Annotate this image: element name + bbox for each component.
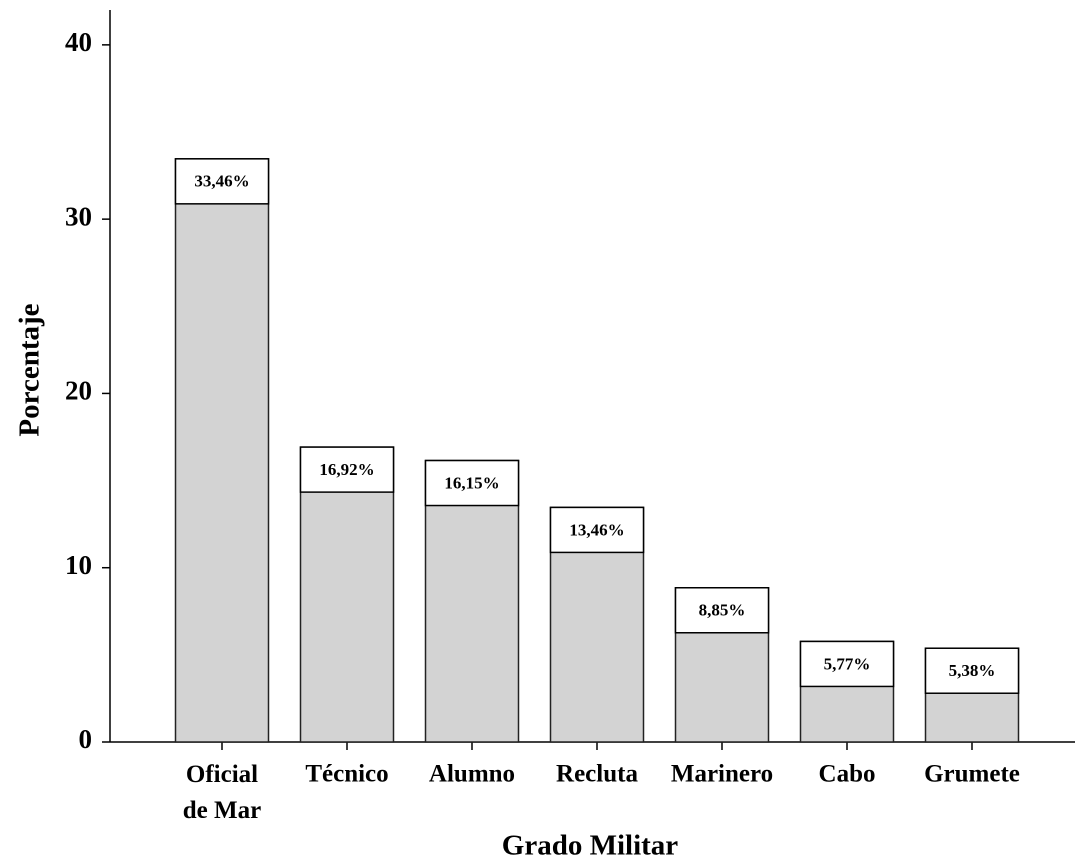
value-label-box [299, 446, 395, 493]
value-label-box [799, 640, 895, 688]
x-tick-label: Grumete [924, 761, 1020, 788]
x-tick-label: Alumno [429, 761, 515, 788]
bar [424, 459, 520, 743]
bar [299, 446, 395, 743]
value-label-box [549, 506, 645, 554]
x-tick-label-line: de Mar [183, 797, 261, 824]
value-label: 8,85% [699, 601, 746, 620]
bar [174, 158, 270, 743]
value-label-box [174, 158, 270, 205]
value-label: 16,15% [444, 473, 499, 492]
x-tick-label: Recluta [556, 761, 638, 788]
value-label: 33,46% [194, 172, 249, 191]
x-tick-label: Oficial de Mar [183, 761, 261, 824]
value-label: 5,77% [824, 654, 871, 673]
y-tick-label: 10 [65, 550, 92, 580]
y-tick-label: 0 [79, 724, 93, 754]
x-tick-label: Marinero [671, 761, 773, 788]
value-label: 16,92% [319, 460, 374, 479]
y-tick-label: 40 [65, 27, 92, 57]
value-label-box [424, 459, 520, 507]
y-tick-label: 20 [65, 376, 92, 406]
x-tick-label: Cabo [819, 761, 876, 788]
x-tick-label-line: Oficial [186, 761, 258, 788]
value-label-box [674, 587, 770, 634]
value-label-box [924, 647, 1020, 694]
x-axis-title: Grado Militar [502, 830, 679, 862]
x-tick-label: Técnico [305, 761, 388, 788]
value-label: 13,46% [569, 520, 624, 539]
y-tick-label: 30 [65, 201, 92, 231]
value-label: 5,38% [949, 661, 996, 680]
y-axis-title: Porcentaje [14, 303, 46, 436]
